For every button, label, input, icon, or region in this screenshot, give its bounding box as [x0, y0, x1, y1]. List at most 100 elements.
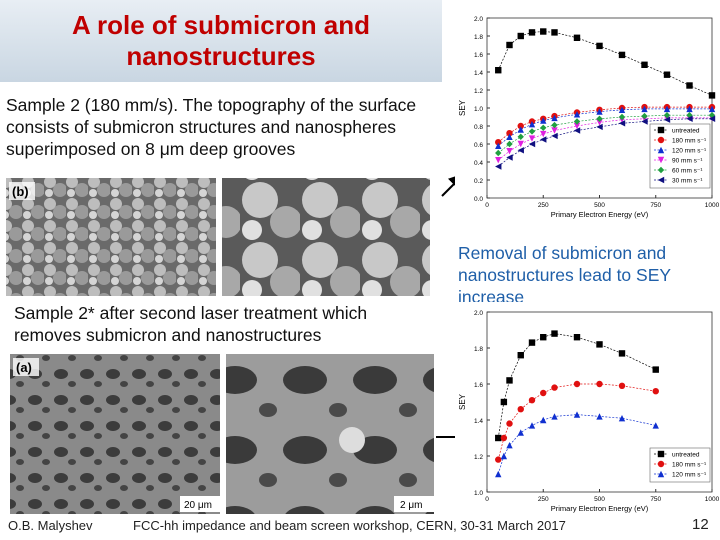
sem-image [222, 178, 430, 296]
data-point [596, 42, 603, 50]
x-tick-label: 750 [650, 496, 661, 503]
series-line [497, 383, 656, 460]
data-point [551, 127, 558, 134]
legend-entry: 120 mm s⁻¹ [672, 472, 707, 479]
data-point [540, 416, 547, 424]
legend [649, 123, 711, 189]
data-point [495, 157, 502, 164]
data-point [596, 123, 603, 131]
x-tick-label: 250 [538, 496, 549, 503]
legend-marker [657, 460, 665, 468]
data-point [618, 106, 626, 113]
legend-entry: untreated [672, 452, 700, 459]
y-tick-label: 0.2 [474, 178, 483, 185]
x-tick-label: 500 [594, 496, 605, 503]
data-point [596, 341, 603, 348]
y-tick-label: 1.4 [474, 418, 483, 425]
data-point [506, 140, 513, 148]
data-point [551, 132, 558, 140]
image-label: (b) [12, 184, 29, 199]
y-tick-label: 1.6 [474, 382, 483, 389]
data-point [517, 406, 524, 413]
scale-bar: 2 μm [400, 500, 422, 511]
data-point [506, 130, 513, 137]
text-middle: Sample 2* after second laser treatment w… [14, 303, 368, 345]
data-point [573, 380, 581, 388]
data-point [540, 130, 547, 138]
y-tick-label: 0.4 [474, 160, 483, 167]
data-point [540, 136, 547, 143]
data-point [500, 434, 508, 442]
sem-feature [339, 427, 365, 453]
data-point [517, 352, 524, 359]
image-label-bg [13, 358, 39, 376]
legend-entry: 30 mm s⁻¹ [672, 178, 703, 185]
data-point [551, 330, 558, 337]
data-point [495, 142, 502, 149]
legend-entry: 90 mm s⁻¹ [672, 158, 703, 165]
data-point [551, 29, 558, 36]
data-point [506, 41, 513, 49]
data-point [506, 148, 513, 155]
data-point [495, 434, 502, 442]
data-point [641, 61, 648, 68]
data-point [618, 51, 626, 59]
data-point [652, 366, 659, 373]
scale-bg [180, 496, 220, 512]
data-point [506, 377, 513, 384]
x-tick-label: 250 [538, 202, 549, 209]
data-point [618, 350, 626, 357]
data-point [528, 397, 536, 404]
image-label: (a) [16, 360, 32, 375]
data-point [596, 119, 603, 126]
y-axis-label: SEY [458, 393, 467, 410]
legend-entry: untreated [672, 128, 700, 135]
data-point [506, 442, 513, 449]
data-point [495, 456, 502, 463]
x-tick-label: 750 [650, 202, 661, 209]
legend-entry: 180 mm s⁻¹ [672, 138, 707, 145]
data-point [540, 28, 547, 35]
data-point [618, 120, 626, 127]
data-point [517, 133, 524, 140]
charts: 0.0 0.2 0.4 0.6 0.8 1.0 1.2 1.4 1.6 1.8 2.0 0 250 500… [455, 8, 720, 522]
footer-event: FCC-hh impedance and beam screen worksho… [133, 518, 566, 533]
legend-marker [657, 470, 665, 478]
data-point [708, 105, 716, 113]
y-tick-label: 1.0 [474, 106, 483, 113]
data-point [573, 127, 581, 134]
data-point [652, 422, 659, 429]
y-tick-label: 1.2 [474, 454, 483, 461]
data-point [573, 111, 581, 118]
data-point [500, 398, 508, 406]
data-point [573, 118, 581, 125]
data-point [506, 133, 513, 140]
data-point [641, 105, 648, 113]
data-point [506, 420, 513, 427]
data-point [540, 117, 547, 124]
y-tick-label: 1.4 [474, 70, 483, 77]
data-point [517, 32, 524, 40]
data-point [618, 415, 626, 422]
data-point [551, 114, 558, 122]
data-point [596, 108, 603, 115]
data-point [540, 124, 547, 131]
text-top: Sample 2 (180 mm/s). The topography of t… [6, 95, 417, 159]
data-point [540, 334, 547, 341]
chart-background [455, 302, 720, 522]
sem-image [10, 354, 220, 514]
data-point [573, 34, 581, 41]
data-point [528, 29, 536, 36]
y-tick-label: 2.0 [474, 310, 483, 317]
data-point [663, 112, 671, 119]
data-point [528, 135, 536, 142]
slide-title: A role of submicron and nanostructures [0, 0, 442, 82]
x-tick-label: 0 [485, 202, 489, 209]
y-axis-label: SEY [458, 99, 467, 116]
data-point [686, 82, 693, 89]
legend-entry: 120 mm s⁻¹ [672, 148, 707, 155]
data-point [517, 147, 524, 154]
scale-bar: 20 μm [184, 500, 212, 511]
legend-entry: 180 mm s⁻¹ [672, 462, 707, 469]
